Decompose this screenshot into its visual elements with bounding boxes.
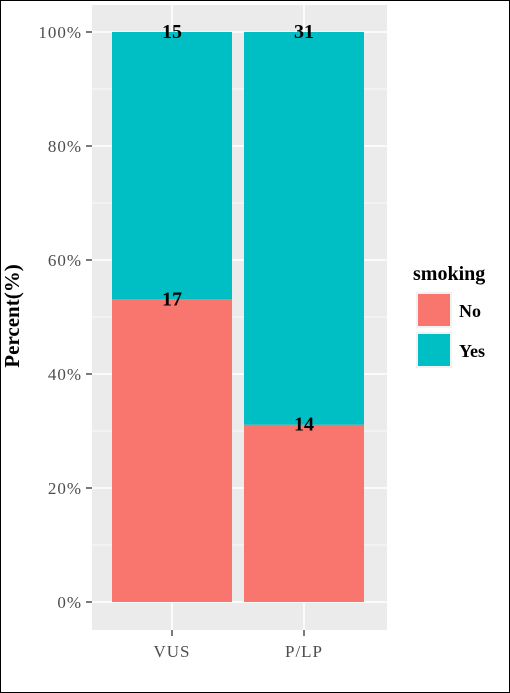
bar-yes-p-lp — [244, 32, 364, 425]
bar-label: 17 — [162, 288, 182, 310]
bar-yes-vus — [112, 32, 232, 300]
y-tick-label: 20% — [48, 479, 82, 498]
x-axis: VUS P/LP — [153, 630, 323, 661]
bar-no-vus — [112, 299, 232, 602]
y-axis-title: Percent(%) — [0, 264, 24, 367]
y-tick-label: 0% — [57, 593, 82, 612]
y-tick-label: 80% — [48, 137, 82, 156]
bar-label: 14 — [294, 414, 314, 436]
bars — [112, 32, 364, 602]
legend-title: smoking — [413, 263, 485, 285]
legend-label-yes: Yes — [459, 341, 485, 361]
x-tick-label: VUS — [153, 642, 190, 661]
legend-label-no: No — [459, 301, 481, 321]
y-tick-label: 60% — [48, 251, 82, 270]
y-tick-label: 100% — [38, 23, 82, 42]
legend-swatch-no — [418, 294, 450, 326]
bar-labels: 17 15 14 31 — [162, 21, 314, 436]
bar-label: 15 — [162, 21, 182, 43]
legend: smoking No Yes — [413, 263, 485, 368]
bar-label: 31 — [294, 21, 314, 43]
legend-swatch-yes — [418, 334, 450, 366]
bar-no-p-lp — [244, 424, 364, 602]
y-tick-label: 40% — [48, 365, 82, 384]
x-tick-label: P/LP — [285, 642, 323, 661]
y-axis: 0% 20% 40% 60% 80% 100% — [38, 23, 92, 612]
